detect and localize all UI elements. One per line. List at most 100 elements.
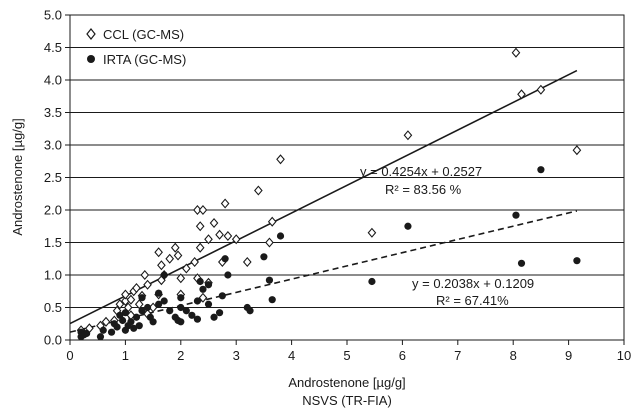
point-irta <box>221 255 229 263</box>
point-irta <box>149 318 157 326</box>
x-tick-label: 5 <box>343 348 350 363</box>
point-irta <box>135 322 143 330</box>
point-ccl <box>209 217 219 229</box>
point-irta <box>537 166 545 174</box>
point-ccl <box>121 289 130 300</box>
x-axis-title: Androstenone [µg/g] <box>288 375 405 390</box>
point-irta <box>182 307 190 315</box>
legend-marker-ccl <box>86 28 96 40</box>
point-ccl <box>182 263 191 274</box>
point-irta <box>107 328 116 336</box>
point-ccl <box>242 256 252 268</box>
fit-annotation-ccl: y = 0.4254x + 0.2527 R² = 83.56 % <box>360 164 482 197</box>
fit-annotation-irta: y = 0.2038x + 0.1209 R² = 67.41% <box>412 276 534 308</box>
point-ccl <box>198 204 208 216</box>
point-irta <box>99 326 107 334</box>
fit-r2-ccl: R² = 83.56 % <box>385 182 462 197</box>
point-irta <box>188 311 196 319</box>
fit-lines <box>69 69 578 333</box>
point-irta <box>193 315 202 323</box>
point-ccl <box>204 234 213 245</box>
data-points <box>76 47 582 341</box>
legend-label-ccl: CCL (GC-MS) <box>103 27 184 42</box>
point-irta <box>155 300 163 308</box>
point-ccl <box>143 279 152 290</box>
fit-line-irta <box>69 210 578 333</box>
point-irta <box>368 277 376 286</box>
point-irta <box>155 289 163 297</box>
point-ccl <box>517 89 526 100</box>
x-tick-label: 2 <box>177 348 184 363</box>
point-ccl <box>572 145 582 156</box>
point-irta <box>119 316 127 325</box>
point-irta <box>83 329 91 338</box>
point-ccl <box>367 227 377 238</box>
point-irta <box>96 333 105 341</box>
point-irta <box>138 307 146 315</box>
y-tick-label: 3.0 <box>44 138 62 153</box>
point-irta <box>246 307 254 315</box>
point-ccl <box>132 282 141 294</box>
y-tick-label: 2.0 <box>44 203 62 218</box>
point-ccl <box>126 294 136 305</box>
y-axis-title: Androstenone [µg/g] <box>10 118 25 235</box>
x-tick-label: 0 <box>66 348 73 363</box>
point-ccl <box>176 273 186 284</box>
y-tick-label: 3.5 <box>44 105 62 120</box>
y-tick-label: 1.0 <box>44 268 62 283</box>
point-ccl <box>157 260 166 271</box>
x-tick-label: 4 <box>288 348 295 363</box>
point-irta <box>177 303 185 312</box>
fit-equation-ccl: y = 0.4254x + 0.2527 <box>360 164 482 179</box>
point-ccl <box>193 204 202 216</box>
y-tick-label: 4.0 <box>44 73 62 88</box>
point-irta <box>121 309 129 317</box>
point-ccl <box>511 47 521 58</box>
y-tick-label: 1.5 <box>44 235 62 250</box>
point-irta <box>268 296 276 304</box>
point-irta <box>517 259 526 267</box>
point-ccl <box>195 242 205 253</box>
point-irta <box>276 232 285 240</box>
point-irta <box>204 281 213 289</box>
legend-label-irta: IRTA (GC-MS) <box>103 52 186 67</box>
x-tick-label: 10 <box>617 348 631 363</box>
point-ccl <box>276 154 285 165</box>
point-ccl <box>254 185 263 196</box>
y-tick-label: 5.0 <box>44 8 62 23</box>
point-irta <box>404 222 412 230</box>
point-ccl <box>115 299 125 310</box>
point-irta <box>199 285 207 293</box>
point-irta <box>193 297 202 305</box>
y-tick-label: 4.5 <box>44 40 62 55</box>
fit-r2-irta: R² = 67.41% <box>436 293 509 308</box>
point-ccl <box>223 230 233 242</box>
x-tick-label: 7 <box>454 348 461 363</box>
y-tick-label: 0.0 <box>44 333 62 348</box>
point-irta <box>204 300 213 308</box>
point-ccl <box>101 316 111 327</box>
point-ccl <box>173 250 183 261</box>
point-irta <box>210 313 218 321</box>
y-axis-ticks: 0.0 0.5 1.0 1.5 2.0 2.5 3.0 3.5 4.0 4.5 5.0 <box>44 8 70 348</box>
x-tick-label: 3 <box>233 348 240 363</box>
point-ccl <box>231 234 241 245</box>
point-irta <box>224 271 232 279</box>
fit-line-ccl <box>69 69 578 325</box>
point-irta <box>130 324 138 332</box>
point-irta <box>265 276 274 284</box>
point-ccl <box>267 216 277 227</box>
point-ccl <box>265 237 274 248</box>
point-irta <box>177 318 185 326</box>
point-irta <box>196 277 204 286</box>
point-irta <box>260 253 268 261</box>
point-irta <box>218 292 226 300</box>
point-irta <box>132 313 141 321</box>
point-ccl <box>165 253 175 264</box>
point-ccl <box>195 221 205 232</box>
y-tick-label: 0.5 <box>44 300 62 315</box>
point-ccl <box>403 130 413 141</box>
x-tick-label: 6 <box>399 348 406 363</box>
point-ccl <box>215 229 224 240</box>
